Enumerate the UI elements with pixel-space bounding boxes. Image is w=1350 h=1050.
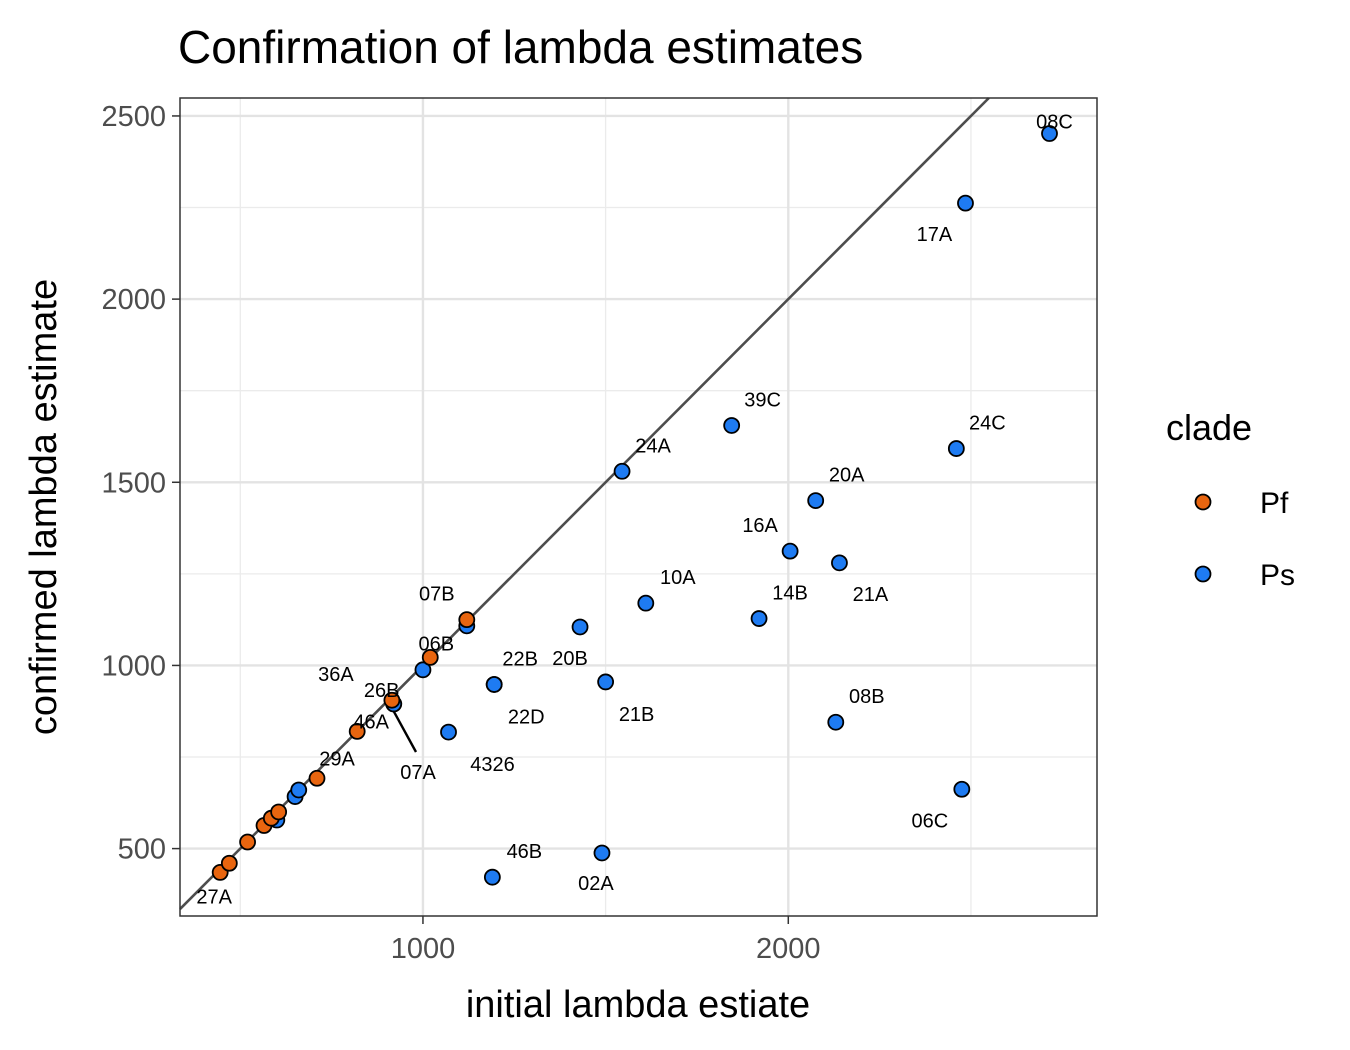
data-point-ps [483, 868, 501, 886]
data-point-pf [458, 611, 476, 629]
data-point-ps [637, 594, 655, 612]
point-label: 08B [849, 686, 885, 708]
point-label: 29A [319, 748, 355, 770]
point-label: 46A [353, 711, 389, 733]
x-axis-title: initial lambda estiate [466, 984, 810, 1026]
data-point-ps [613, 462, 631, 480]
point-label: 22B [502, 648, 538, 670]
chart-title: Confirmation of lambda estimates [178, 21, 863, 73]
point-label: 26B [364, 680, 400, 702]
point-label: 20B [552, 648, 588, 670]
y-axis-title: confirmed lambda estimate [23, 279, 65, 735]
data-point-ps [485, 676, 503, 693]
data-point-ps [593, 844, 611, 862]
data-point-pf [383, 691, 401, 709]
point-label: 02A [578, 873, 614, 895]
legend-key-pf [1194, 493, 1212, 511]
data-point-ps [781, 542, 799, 560]
point-label: 39C [744, 389, 781, 411]
point-label: 06B [418, 633, 454, 655]
point-label: 27A [196, 886, 232, 908]
data-points [211, 125, 1058, 886]
point-label: 07A [400, 762, 436, 784]
data-point-pf [421, 648, 439, 666]
point-label: 22D [508, 706, 545, 728]
data-point-pf [308, 769, 326, 787]
major-gridlines [180, 98, 1097, 916]
point-label: 16A [742, 515, 778, 537]
point-label: 46B [507, 841, 543, 863]
plot-panel-border [179, 97, 1098, 917]
point-label: 10A [660, 567, 696, 589]
y-tick-label: 2000 [101, 284, 166, 316]
data-point-pf [220, 854, 238, 872]
point-label: 14B [772, 583, 808, 605]
data-point-ps [947, 440, 965, 457]
data-point-pf [270, 803, 288, 821]
point-labels: 27A 29A 46A 36A 06B 07B 26B 07A 4326 46B 22B 22D 20B… [196, 112, 1072, 909]
x-tick-label: 1000 [391, 933, 456, 965]
data-point-ps [953, 780, 971, 798]
data-point-ps [723, 417, 741, 434]
data-point-ps [831, 554, 848, 572]
data-point-ps [571, 618, 589, 636]
data-point-ps [807, 492, 825, 509]
data-point-ps [827, 713, 845, 731]
point-label: 21A [853, 584, 889, 606]
y-tick-label: 500 [118, 834, 166, 866]
point-label: 24A [635, 435, 671, 457]
point-label: 24C [969, 413, 1006, 435]
data-point-ps [440, 723, 457, 741]
y-axis: 500 1000 1500 2000 2500 [101, 101, 180, 866]
data-point-ps [957, 194, 974, 212]
data-point-pf [348, 722, 366, 740]
data-point-ps [1041, 125, 1058, 142]
x-axis: 1000 2000 [391, 916, 821, 965]
point-label: 36A [318, 664, 354, 686]
data-point-ps [750, 610, 768, 627]
legend-key-ps [1194, 565, 1212, 583]
label-leader-lines [391, 709, 418, 753]
legend-title: clade [1166, 407, 1252, 448]
point-label: 17A [917, 224, 953, 246]
y-tick-label: 1500 [101, 467, 166, 499]
legend-label-pf: Pf [1260, 487, 1289, 520]
data-point-pf [239, 833, 256, 851]
data-point-ps [414, 661, 432, 679]
point-label: 06C [911, 810, 948, 832]
legend-label-ps: Ps [1260, 559, 1295, 592]
data-point-ps [597, 673, 615, 691]
point-label: 20A [829, 465, 865, 487]
point-label: 21B [619, 704, 655, 726]
point-label: 08C [1036, 112, 1073, 134]
legend: clade Pf Ps [1166, 407, 1295, 592]
point-label: 07B [419, 584, 455, 606]
label-leader-line [391, 709, 418, 753]
data-point-ps [290, 781, 308, 799]
x-tick-label: 2000 [756, 933, 821, 965]
y-tick-label: 1000 [101, 650, 166, 682]
point-label: 4326 [470, 754, 515, 776]
y-tick-label: 2500 [101, 101, 166, 133]
